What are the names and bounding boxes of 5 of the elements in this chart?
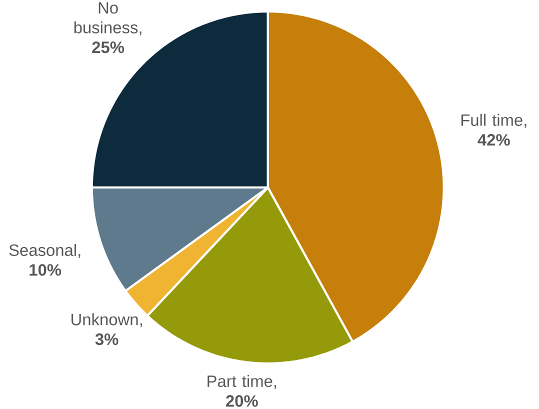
slice-label: Part time xyxy=(208,374,272,388)
slice-label: No business xyxy=(74,2,138,34)
slice-label: Seasonal xyxy=(9,244,76,256)
slice-label: Full time xyxy=(461,114,522,126)
slice-label: Unknown xyxy=(72,313,138,326)
